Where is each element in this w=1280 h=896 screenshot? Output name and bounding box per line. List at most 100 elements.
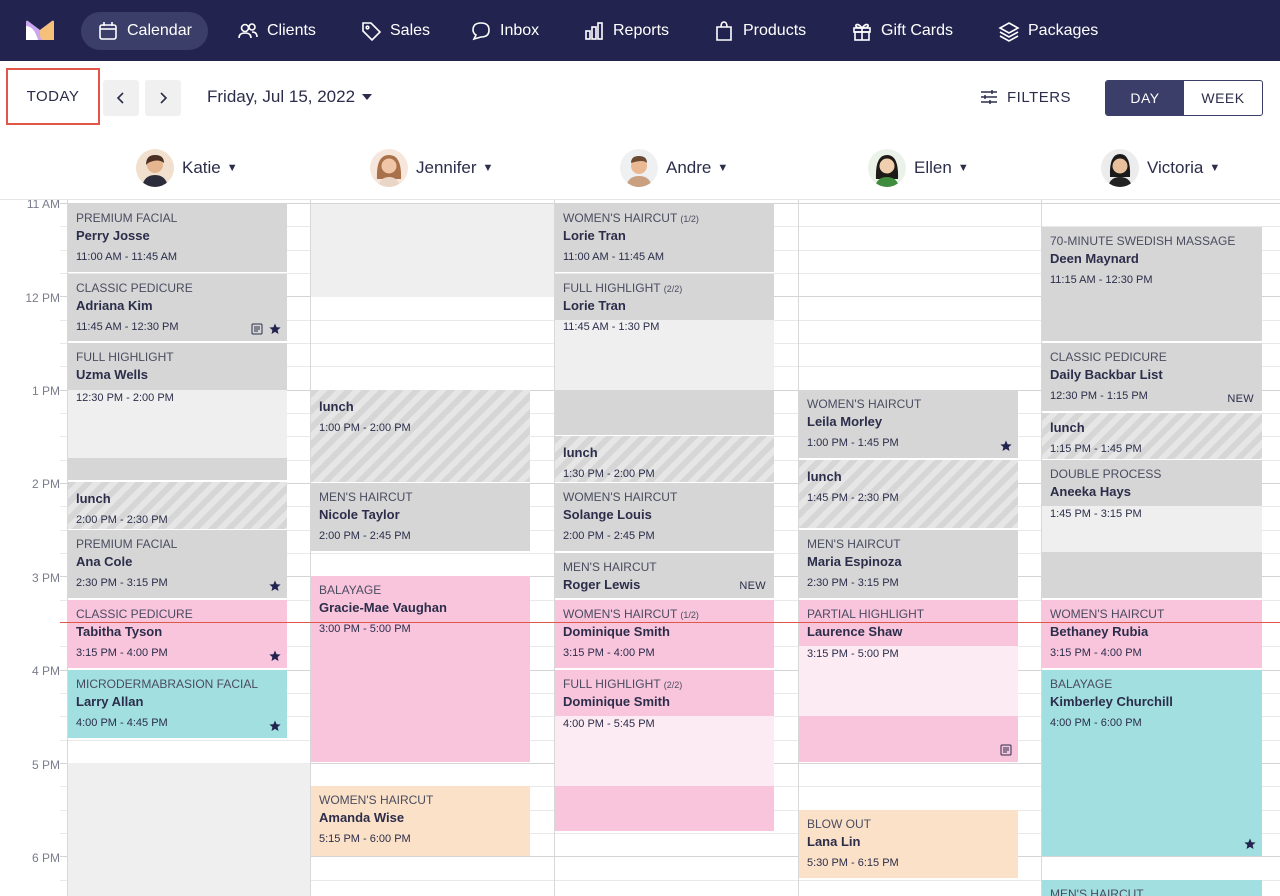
staff-katie[interactable]: Katie ▼ <box>136 148 238 188</box>
service-name: WOMEN'S HAIRCUT <box>563 211 678 225</box>
appointment-client: Tabitha Tyson <box>76 624 163 639</box>
prev-day-button[interactable] <box>103 80 139 116</box>
blocked-time <box>68 763 310 896</box>
appointment-time: 2:30 PM - 3:15 PM <box>807 577 899 589</box>
appointment-card-continuation[interactable]: 4:00 PM - 5:45 PM <box>555 716 774 786</box>
appointment-service: FULL HIGHLIGHT (2/2) <box>563 677 766 691</box>
staff-victoria[interactable]: Victoria ▼ <box>1101 148 1220 188</box>
appointment-card-continuation[interactable]: 3:15 PM - 5:00 PM <box>799 646 1018 716</box>
nav-products[interactable]: Products <box>713 12 806 50</box>
appointment-card[interactable]: MICRODERMABRASION FACIAL Larry Allan 4:0… <box>68 670 287 738</box>
appointment-card[interactable]: MEN'S HAIRCUT Nicole Taylor 2:00 PM - 2:… <box>311 483 530 551</box>
appointment-time: 1:00 PM - 2:00 PM <box>319 422 411 434</box>
column-divider <box>798 200 799 896</box>
caret-down-icon: ▼ <box>717 162 729 174</box>
appointment-card[interactable]: WOMEN'S HAIRCUT (1/2) Lorie Tran 11:00 A… <box>555 204 774 272</box>
shopping-bag-icon <box>716 21 732 41</box>
appointment-client: Lorie Tran <box>563 298 626 313</box>
lunch-block[interactable]: lunch 1:45 PM - 2:30 PM <box>799 460 1018 528</box>
caret-down-icon: ▼ <box>226 162 238 174</box>
appointment-card[interactable]: PREMIUM FACIAL Ana Cole 2:30 PM - 3:15 P… <box>68 530 287 598</box>
date-label: Friday, Jul 15, 2022 <box>207 87 356 106</box>
appointment-card[interactable]: PARTIAL HIGHLIGHT Laurence Shaw <box>799 600 1018 646</box>
appointment-card[interactable]: MEN'S HAIRCUT Roger Lewis NEW <box>555 553 774 598</box>
app-logo[interactable] <box>24 18 56 42</box>
appointment-service: PREMIUM FACIAL <box>76 211 178 225</box>
star-icon <box>269 580 281 591</box>
appointment-card[interactable]: CLASSIC PEDICURE Tabitha Tyson 3:15 PM -… <box>68 600 287 668</box>
star-icon <box>269 323 281 334</box>
calendar-icon <box>99 22 117 40</box>
appointment-card[interactable]: DOUBLE PROCESS Aneeka Hays <box>1042 460 1262 506</box>
lunch-block[interactable]: lunch 2:00 PM - 2:30 PM <box>68 482 287 529</box>
star-icon <box>1244 838 1256 849</box>
appointment-card[interactable]: BALAYAGE Gracie-Mae Vaughan 3:00 PM - 5:… <box>311 576 530 762</box>
nav-clients[interactable]: Clients <box>237 12 316 50</box>
appointment-card[interactable]: FULL HIGHLIGHT (2/2) Lorie Tran <box>555 274 774 320</box>
appointment-service: PREMIUM FACIAL <box>76 537 178 551</box>
appointment-service: MICRODERMABRASION FACIAL <box>76 677 259 691</box>
note-icon <box>251 323 263 335</box>
filters-button[interactable]: FILTERS <box>980 88 1071 106</box>
day-view-button[interactable]: DAY <box>1106 81 1184 115</box>
appointment-card[interactable]: FULL HIGHLIGHT (2/2) Dominique Smith <box>555 670 774 716</box>
staff-andre[interactable]: Andre ▼ <box>620 148 728 188</box>
tag-icon <box>362 22 382 42</box>
appointment-card[interactable]: WOMEN'S HAIRCUT Solange Louis 2:00 PM - … <box>555 483 774 551</box>
filters-label: FILTERS <box>1007 88 1072 106</box>
appointment-client: Perry Josse <box>76 228 150 243</box>
appointment-card-continuation[interactable]: 1:45 PM - 3:15 PM <box>1042 506 1262 552</box>
lunch-block[interactable]: lunch 1:30 PM - 2:00 PM <box>555 436 774 482</box>
appointment-card[interactable]: CLASSIC PEDICURE Daily Backbar List 12:3… <box>1042 343 1262 411</box>
appointment-card[interactable]: WOMEN'S HAIRCUT Bethaney Rubia 3:15 PM -… <box>1042 600 1262 668</box>
appointment-card[interactable]: PREMIUM FACIAL Perry Josse 11:00 AM - 11… <box>68 204 287 272</box>
appointment-client: Ana Cole <box>76 554 133 569</box>
staff-ellen[interactable]: Ellen ▼ <box>868 148 969 188</box>
nav-calendar[interactable]: Calendar <box>81 12 208 50</box>
new-client-badge: NEW <box>1227 393 1254 405</box>
nav-reports[interactable]: Reports <box>583 12 669 50</box>
star-icon <box>269 650 281 661</box>
appointment-card[interactable]: 70-MINUTE SWEDISH MASSAGE Deen Maynard 1… <box>1042 227 1262 341</box>
grid-line <box>60 880 1280 881</box>
appointment-card[interactable]: CLASSIC PEDICURE Adriana Kim 11:45 AM - … <box>68 274 287 341</box>
appointment-service: MEN'S HAIRCUT <box>319 490 413 504</box>
appointment-service: MEN'S HAIRCUT <box>563 560 657 574</box>
column-divider <box>554 200 555 896</box>
avatar <box>868 149 906 187</box>
bar-chart-icon <box>585 22 603 40</box>
appointment-time: 3:15 PM - 4:00 PM <box>76 647 168 659</box>
nav-packages[interactable]: Packages <box>998 12 1098 50</box>
appointment-client: Maria Espinoza <box>807 554 902 569</box>
nav-inbox[interactable]: Inbox <box>470 12 539 50</box>
nav-gift-cards[interactable]: Gift Cards <box>851 12 953 50</box>
lunch-block[interactable]: lunch 1:15 PM - 1:45 PM <box>1042 413 1262 459</box>
sliders-icon <box>981 90 997 104</box>
time-label: 6 PM <box>31 851 60 865</box>
appointment-card-continuation[interactable]: 12:30 PM - 2:00 PM <box>68 390 287 458</box>
appointment-card[interactable]: MEN'S HAIRCUT Maria Espinoza 2:30 PM - 3… <box>799 530 1018 598</box>
appointment-service: WOMEN'S HAIRCUT <box>807 397 922 411</box>
appointment-client: lunch <box>563 445 598 460</box>
date-selector[interactable]: Friday, Jul 15, 2022 <box>207 87 373 107</box>
appointment-card[interactable]: BALAYAGE Kimberley Churchill 4:00 PM - 6… <box>1042 670 1262 856</box>
appointment-card-continuation[interactable]: 11:45 AM - 1:30 PM <box>555 320 774 390</box>
appointment-card[interactable]: MEN'S HAIRCUT <box>1042 880 1262 896</box>
staff-jennifer[interactable]: Jennifer ▼ <box>370 148 493 188</box>
appointment-card[interactable]: WOMEN'S HAIRCUT Leila Morley 1:00 PM - 1… <box>799 390 1018 458</box>
week-view-button[interactable]: WEEK <box>1201 90 1245 106</box>
calendar-grid: 11 AM 12 PM 1 PM 2 PM 3 PM 4 PM 5 PM 6 P… <box>0 200 1280 896</box>
today-button[interactable]: TODAY <box>6 68 100 125</box>
lunch-block[interactable]: lunch 1:00 PM - 2:00 PM <box>311 390 530 482</box>
appointment-time: 12:30 PM - 2:00 PM <box>76 392 174 404</box>
appointment-card[interactable]: WOMEN'S HAIRCUT (1/2) Dominique Smith 3:… <box>555 600 774 668</box>
appointment-card[interactable]: BLOW OUT Lana Lin 5:30 PM - 6:15 PM <box>799 810 1018 878</box>
appointment-service: DOUBLE PROCESS <box>1050 467 1162 481</box>
appointment-card[interactable]: WOMEN'S HAIRCUT Amanda Wise 5:15 PM - 6:… <box>311 786 530 856</box>
next-day-button[interactable] <box>145 80 181 116</box>
appointment-time: 1:00 PM - 1:45 PM <box>807 437 899 449</box>
appointment-card[interactable]: FULL HIGHLIGHT Uzma Wells <box>68 343 287 390</box>
appointment-time: 11:15 AM - 12:30 PM <box>1050 274 1153 286</box>
nav-sales[interactable]: Sales <box>360 12 430 50</box>
nav-products-label: Products <box>743 22 807 39</box>
